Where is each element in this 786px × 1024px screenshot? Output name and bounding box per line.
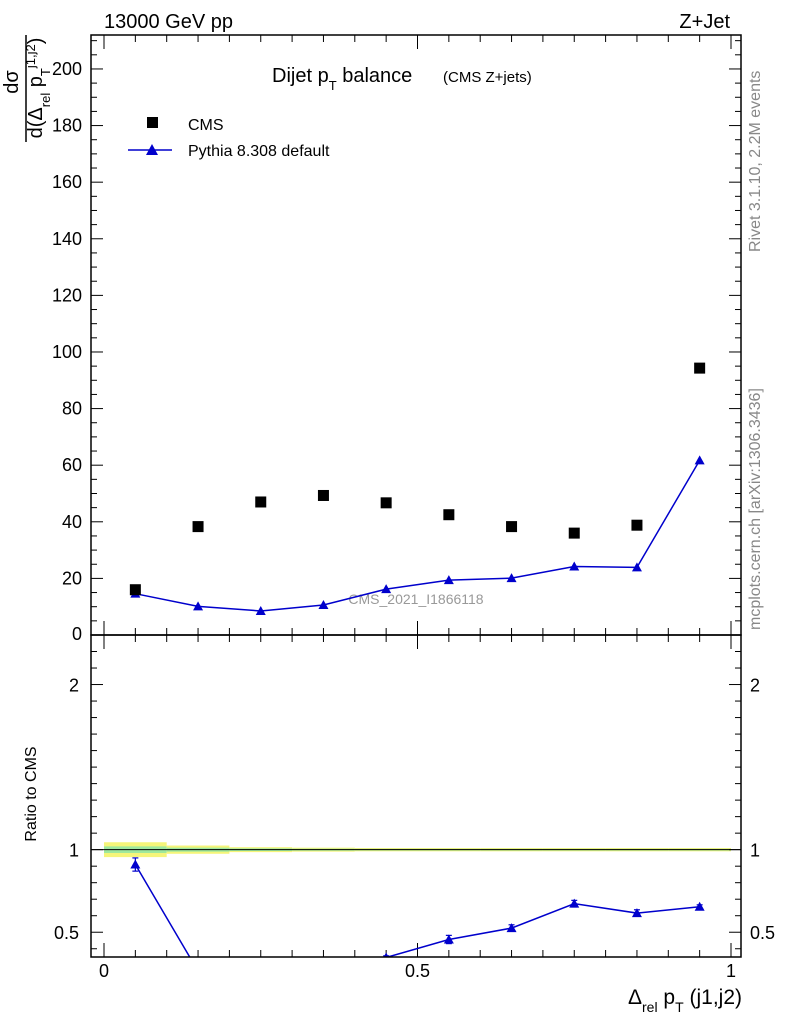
ratio-axis-ticks — [91, 635, 741, 957]
chart-title: Dijet pT balance — [272, 65, 412, 93]
pythia-point — [694, 455, 705, 465]
x-tick-label: 0 — [99, 961, 109, 981]
cms-point — [443, 509, 455, 521]
ratio-data-marks — [130, 857, 705, 989]
cms-point — [129, 584, 141, 596]
ratio-y-tick-label-right: 2 — [750, 676, 760, 696]
main-y-tick-labels: 20 40 60 80 100 120 140 160 180 200 — [52, 59, 82, 588]
cms-point — [192, 521, 204, 533]
ratio-point — [694, 901, 705, 911]
chart-title-note: (CMS Z+jets) — [443, 69, 532, 86]
ratio-point — [318, 974, 328, 983]
watermark: CMS_2021_I1866118 — [348, 591, 483, 607]
cms-point — [506, 521, 518, 533]
ratio-point — [193, 966, 203, 975]
x-tick-label: 1 — [726, 961, 736, 981]
cms-point — [380, 497, 392, 509]
ratio-point — [130, 859, 141, 869]
pythia-point — [318, 600, 329, 609]
ratio-y-axis-label: Ratio to CMS — [23, 746, 40, 841]
y-tick-label: 180 — [52, 116, 82, 136]
header-right: Z+Jet — [679, 11, 730, 33]
legend-pythia-marker — [146, 144, 158, 155]
y-tick-label: 140 — [52, 229, 82, 249]
x-tick-labels: 0 0.5 1 — [99, 961, 736, 981]
pythia-point — [193, 601, 204, 611]
svg-text:dσ: dσ — [1, 70, 23, 94]
legend-cms-marker — [147, 117, 158, 128]
cms-point — [631, 519, 643, 531]
x-axis-label: Δrel pT (j1,j2) — [628, 986, 742, 1015]
legend-entry-pythia: Pythia 8.308 default — [188, 143, 330, 160]
y-tick-label: 160 — [52, 172, 82, 192]
ratio-y-tick-label: 1 — [69, 841, 79, 861]
ratio-y-tick-labels: 0.5 0.5 1 1 2 2 — [54, 676, 775, 944]
pythia-point — [443, 575, 454, 585]
ratio-y-tick-label-right: 1 — [750, 841, 760, 861]
main-data-marks — [129, 362, 706, 615]
ratio-point — [383, 952, 389, 957]
ratio-point — [631, 908, 642, 918]
ratio-y-tick-label-right: 0.5 — [750, 923, 775, 943]
main-y-tick-label-zero: 0 — [72, 624, 82, 644]
ratio-point — [256, 980, 266, 989]
ratio-frame — [90, 634, 742, 958]
ratio-point — [569, 898, 580, 908]
cms-point — [694, 362, 706, 374]
pythia-series-line — [135, 459, 701, 612]
cms-point — [317, 489, 329, 501]
y-tick-label: 80 — [62, 399, 82, 419]
ratio-y-tick-label: 0.5 — [54, 923, 79, 943]
y-tick-label: 100 — [52, 342, 82, 362]
pythia-point — [631, 562, 642, 572]
pythia-point — [569, 561, 580, 571]
ratio-panel: 0.5 0.51 12 2 0 0.5 1 Ratio to CMS Δrel pT (j… — [23, 634, 775, 1015]
ratio-point — [506, 923, 517, 933]
main-y-axis-label: dσ d(Δrel pTj1,j2) — [1, 35, 53, 142]
y-tick-label: 20 — [62, 568, 82, 588]
main-axis-ticks — [91, 35, 741, 636]
x-tick-label: 0.5 — [405, 961, 430, 981]
ratio-point — [443, 934, 454, 944]
header-left: 13000 GeV pp — [104, 11, 233, 33]
rivet-label: Rivet 3.1.10, 2.2M events — [747, 71, 764, 252]
y-tick-label: 60 — [62, 455, 82, 475]
ratio-y-tick-label: 2 — [69, 676, 79, 696]
legend: CMS Pythia 8.308 default — [128, 117, 330, 160]
pythia-point — [506, 573, 517, 583]
legend-entry-cms: CMS — [188, 117, 224, 134]
y-tick-label: 200 — [52, 59, 82, 79]
pythia-point — [381, 584, 392, 594]
cms-point — [255, 496, 267, 508]
mcplots-label: mcplots.cern.ch [arXiv:1306.3436] — [747, 388, 764, 630]
y-tick-label: 40 — [62, 512, 82, 532]
cms-point — [568, 527, 580, 539]
svg-text:d(Δrel pTj1,j2): d(Δrel pTj1,j2) — [23, 38, 53, 139]
pythia-point — [255, 605, 266, 615]
y-tick-label: 120 — [52, 285, 82, 305]
ratio-series-line — [134, 864, 700, 957]
main-panel: 20 40 60 80 100 120 140 160 180 200 0 Dijet pT ba… — [1, 34, 742, 644]
